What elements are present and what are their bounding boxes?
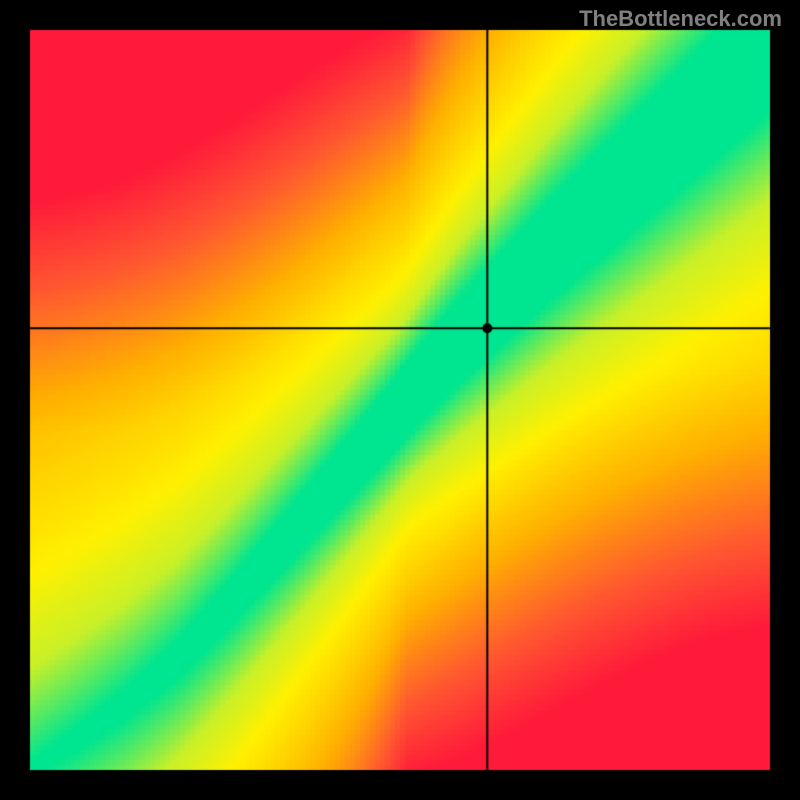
watermark-text: TheBottleneck.com: [579, 6, 782, 32]
chart-container: TheBottleneck.com: [0, 0, 800, 800]
bottleneck-heatmap: [0, 0, 800, 800]
